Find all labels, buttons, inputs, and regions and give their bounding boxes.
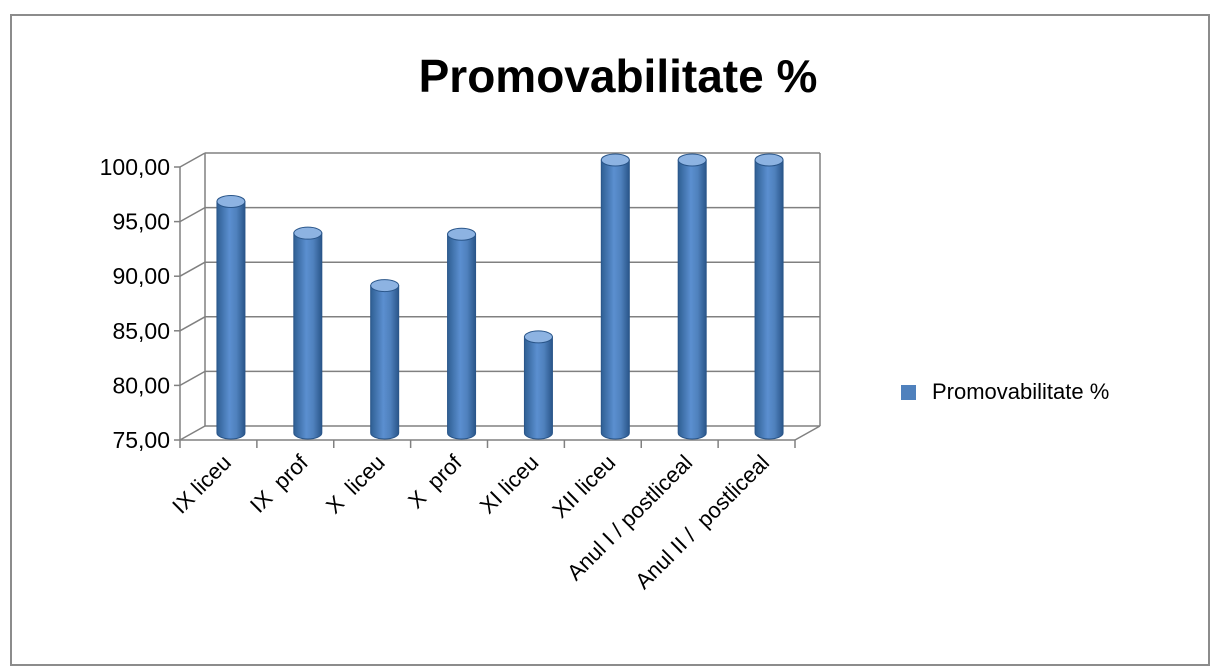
bar-top xyxy=(447,227,477,241)
bar xyxy=(293,226,323,440)
chart-title: Promovabilitate % xyxy=(419,50,818,102)
label-layer: IX liceu IX prof X liceu X prof XI liceu XII … xyxy=(167,449,774,594)
bar-body xyxy=(523,336,553,440)
gridline-side xyxy=(179,316,206,332)
bar xyxy=(370,279,400,440)
x-tick-label: Anul II / postliceal xyxy=(630,450,774,594)
gridline-side xyxy=(179,206,206,223)
legend: Promovabilitate % xyxy=(901,379,1109,404)
legend-swatch xyxy=(901,385,916,400)
bar-body xyxy=(216,200,246,440)
y-tick-label: 95,00 xyxy=(112,209,170,235)
gridline-side xyxy=(179,425,206,441)
x-tick-label: XI liceu xyxy=(475,450,544,519)
x-tick-label: XII liceu xyxy=(547,450,620,523)
bar xyxy=(677,153,707,440)
y-tick-label: 80,00 xyxy=(112,372,170,398)
bar-body xyxy=(293,232,323,440)
bar-top xyxy=(216,194,246,208)
bar-body xyxy=(600,159,630,440)
y-tick-label: 90,00 xyxy=(112,263,170,289)
gridline-side xyxy=(179,152,206,168)
bar-top xyxy=(370,279,400,293)
x-tick-label: X liceu xyxy=(321,450,390,519)
x-tick-label: X prof xyxy=(403,449,467,513)
gridline-side xyxy=(179,370,206,387)
bar-top xyxy=(754,153,784,167)
bar-top xyxy=(293,226,323,240)
bar-body xyxy=(754,159,784,440)
y-tick-label: 75,00 xyxy=(112,427,170,453)
y-tick-label: 100,00 xyxy=(100,154,170,180)
bar xyxy=(600,153,630,440)
bar xyxy=(216,194,246,440)
bar-body xyxy=(447,233,477,440)
grid-layer xyxy=(179,152,820,441)
axis-layer: 75,00 80,00 85,00 90,00 95,00 100,00 xyxy=(100,153,821,453)
bar-top xyxy=(523,330,553,344)
bar xyxy=(523,330,553,440)
gridline-side xyxy=(179,261,206,277)
bar-top xyxy=(677,153,707,167)
legend-label: Promovabilitate % xyxy=(932,379,1109,404)
bar-body xyxy=(370,285,400,440)
x-tick-label: IX liceu xyxy=(167,450,236,519)
bar-layer xyxy=(216,153,784,440)
bar-body xyxy=(677,159,707,440)
bar xyxy=(754,153,784,440)
bar xyxy=(447,227,477,440)
x-tick-label: IX prof xyxy=(245,449,313,517)
bar-top xyxy=(600,153,630,167)
floor-right-edge xyxy=(794,425,821,441)
y-tick-label: 85,00 xyxy=(112,318,170,344)
